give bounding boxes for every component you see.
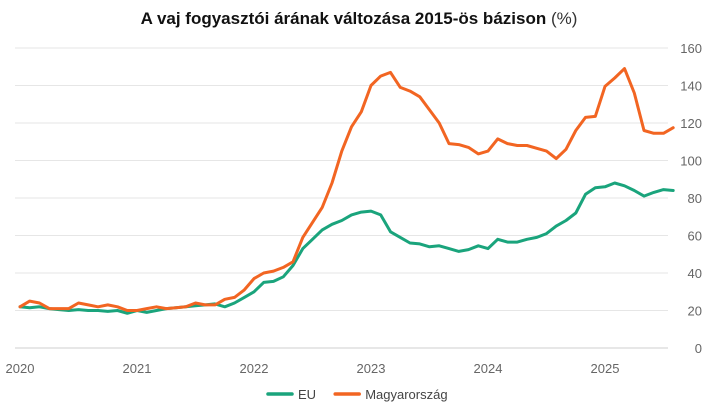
y-tick-label: 80 [688, 191, 702, 206]
x-tick-label: 2020 [6, 361, 35, 376]
x-tick-label: 2021 [123, 361, 152, 376]
chart-title-text: A vaj fogyasztói árának változása 2015-ö… [140, 9, 547, 28]
y-tick-label: 120 [680, 116, 702, 131]
chart-title-unit: (%) [550, 9, 578, 28]
legend-label-1: Magyarország [365, 387, 447, 402]
series-line-0 [18, 181, 675, 315]
y-tick-label: 60 [688, 229, 702, 244]
y-tick-label: 160 [680, 41, 702, 56]
y-tick-label: 100 [680, 154, 702, 169]
y-tick-label: 40 [688, 266, 702, 281]
y-tick-label: 20 [688, 304, 702, 319]
y-tick-label: 140 [680, 79, 702, 94]
chart-title: A vaj fogyasztói árának változása 2015-ö… [0, 9, 718, 29]
x-tick-label: 2024 [474, 361, 503, 376]
legend-label-0: EU [298, 387, 316, 402]
x-tick-label: 2023 [357, 361, 386, 376]
x-tick-label: 2022 [240, 361, 269, 376]
x-tick-label: 2025 [591, 361, 620, 376]
y-tick-label: 0 [695, 341, 702, 356]
series-line-1 [18, 67, 675, 312]
